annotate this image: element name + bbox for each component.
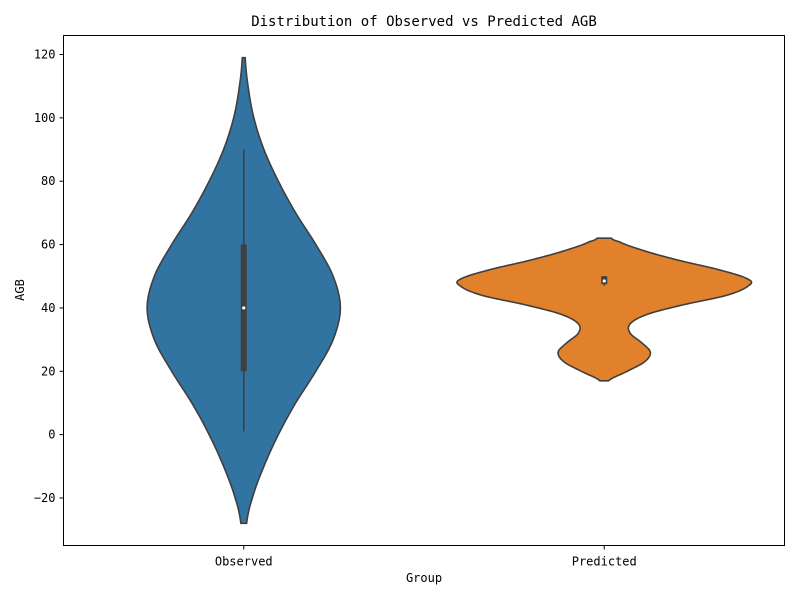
violin-median-point bbox=[242, 306, 246, 310]
violin-body-predicted bbox=[456, 237, 753, 382]
plot-frame bbox=[63, 35, 785, 546]
x-axis-ticks: Observed Predicted bbox=[215, 545, 637, 569]
y-tick-label: 60 bbox=[41, 238, 55, 252]
x-axis-label: Group bbox=[406, 571, 442, 585]
y-tick-label: 40 bbox=[41, 301, 55, 315]
x-tick-label: Predicted bbox=[572, 555, 637, 569]
chart-title: Distribution of Observed vs Predicted AG… bbox=[251, 14, 597, 30]
y-axis-label: AGB bbox=[13, 279, 27, 301]
y-tick-label: 20 bbox=[41, 364, 55, 378]
y-tick-label: −20 bbox=[34, 491, 56, 505]
plot-area bbox=[146, 56, 753, 525]
violin-median-point bbox=[602, 279, 606, 283]
y-tick-label: 100 bbox=[34, 111, 56, 125]
x-tick-label: Observed bbox=[215, 555, 273, 569]
y-axis-ticks: −20 0 20 40 60 80 100 120 bbox=[34, 48, 64, 505]
y-tick-label: 0 bbox=[48, 428, 55, 442]
y-tick-label: 120 bbox=[34, 48, 56, 62]
y-tick-label: 80 bbox=[41, 174, 55, 188]
